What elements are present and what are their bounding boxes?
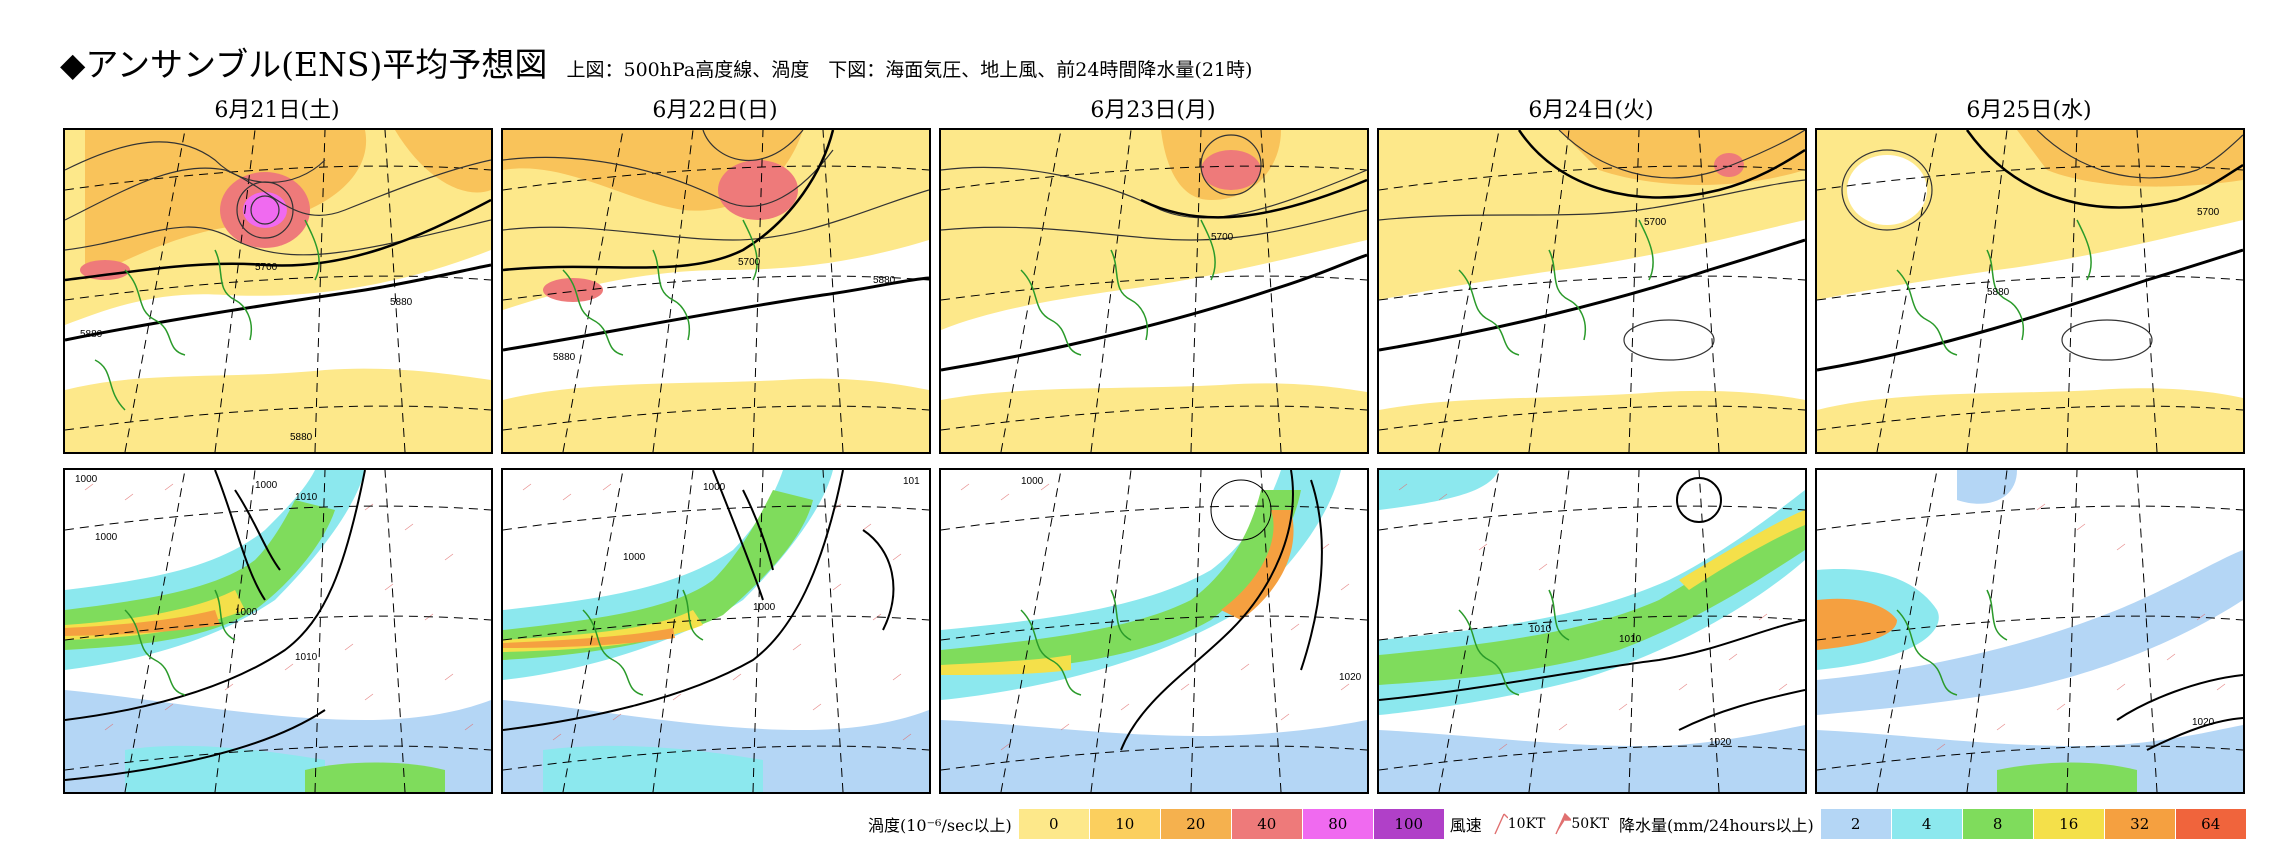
lower-2-label-b: 1020 bbox=[1339, 672, 1362, 683]
legend-precip-64: 64 bbox=[2174, 809, 2246, 839]
legend-wind-label: 風速 bbox=[1449, 816, 1482, 835]
date-label-1: 6月22日(日) bbox=[652, 98, 778, 123]
legend-vorticity-10: 10 bbox=[1088, 809, 1160, 839]
lower-map-2: 1000 1020 bbox=[939, 468, 1369, 794]
legend-vorticity-40: 40 bbox=[1230, 809, 1302, 839]
date-label-2: 6月23日(月) bbox=[1090, 98, 1216, 123]
legend-wind-50kt: 50KT bbox=[1553, 812, 1609, 836]
lower-3-label-a: 1010 bbox=[1529, 624, 1552, 635]
upper-4-label-b: 5880 bbox=[1987, 287, 2010, 298]
lower-map-3: 1010 1010 1020 bbox=[1377, 468, 1807, 794]
legend: 渦度(10⁻⁶/sec以上) 0 10 20 40 80 100 風速 10KT… bbox=[868, 807, 2246, 841]
legend-precip-8: 8 bbox=[1961, 809, 2033, 839]
lower-1-label-b: 1000 bbox=[703, 482, 726, 493]
legend-wind-10kt: 10KT bbox=[1492, 812, 1546, 836]
legend-vorticity-20: 20 bbox=[1159, 809, 1231, 839]
lower-2-label-a: 1000 bbox=[1021, 476, 1044, 487]
lower-4-label-a: 1020 bbox=[2192, 717, 2215, 728]
upper-3-label-a: 5700 bbox=[1644, 217, 1667, 228]
legend-vorticity-100: 100 bbox=[1372, 809, 1444, 839]
lower-0-label-c: 1000 bbox=[95, 532, 118, 543]
upper-map-2: 5700 bbox=[939, 128, 1369, 454]
upper-0-label-c: 5880 bbox=[80, 329, 103, 340]
upper-1-label-b: 5880 bbox=[873, 275, 896, 286]
lower-0-label-f: 1010 bbox=[295, 652, 318, 663]
upper-2-label-a: 5700 bbox=[1211, 232, 1234, 243]
title-main: ◆アンサンブル(ENS)平均予想図 bbox=[60, 45, 548, 84]
wind-barb-50-icon bbox=[1555, 812, 1572, 835]
legend-wind-50kt-label: 50KT bbox=[1571, 816, 1610, 832]
lower-map-0: 1000 1000 1000 1010 1000 1010 bbox=[63, 468, 493, 794]
lower-map-4: 1020 bbox=[1815, 468, 2245, 794]
legend-precip-label: 降水量(mm/24hours以上) bbox=[1619, 816, 1814, 835]
lower-0-label-d: 1010 bbox=[295, 492, 318, 503]
legend-precip-32: 32 bbox=[2103, 809, 2175, 839]
legend-precip-16: 16 bbox=[2032, 809, 2104, 839]
lower-1-label-a: 1000 bbox=[623, 552, 646, 563]
date-label-0: 6月21日(土) bbox=[214, 98, 340, 123]
upper-0-label-a: 5700 bbox=[255, 262, 278, 273]
upper-4-label-a: 5700 bbox=[2197, 207, 2220, 218]
title-subtitle: 上図：500hPa高度線、渦度 下図：海面気圧、地上風、前24時間降水量(21時… bbox=[566, 59, 1253, 81]
upper-1-label-a: 5700 bbox=[738, 257, 761, 268]
upper-0-label-d: 5880 bbox=[290, 432, 313, 443]
lower-3-label-b: 1010 bbox=[1619, 634, 1642, 645]
upper-1-label-c: 5880 bbox=[553, 352, 576, 363]
lower-3-label-c: 1020 bbox=[1709, 737, 1732, 748]
upper-map-0: 5700 5880 5880 5880 bbox=[63, 128, 493, 454]
wind-barb-10-icon bbox=[1494, 813, 1508, 835]
upper-map-3: 5700 bbox=[1377, 128, 1807, 454]
lower-1-label-d: 101 bbox=[903, 476, 920, 487]
upper-0-label-b: 5880 bbox=[390, 297, 413, 308]
date-label-4: 6月25日(水) bbox=[1966, 98, 2092, 123]
lower-0-label-a: 1000 bbox=[75, 474, 98, 485]
lower-map-1: 1000 1000 1000 101 bbox=[501, 468, 931, 794]
legend-wind-10kt-label: 10KT bbox=[1507, 816, 1546, 832]
date-label-3: 6月24日(火) bbox=[1528, 98, 1654, 123]
legend-vorticity-label: 渦度(10⁻⁶/sec以上) bbox=[868, 816, 1012, 835]
legend-precip-4: 4 bbox=[1890, 809, 1962, 839]
legend-precip-2: 2 bbox=[1819, 809, 1891, 839]
lower-1-label-c: 1000 bbox=[753, 602, 776, 613]
upper-map-4: 5700 5880 bbox=[1815, 128, 2245, 454]
lower-0-label-b: 1000 bbox=[255, 480, 278, 491]
upper-map-1: 5700 5880 5880 bbox=[501, 128, 931, 454]
lower-0-label-e: 1000 bbox=[235, 607, 258, 618]
figure-title: ◆アンサンブル(ENS)平均予想図 上図：500hPa高度線、渦度 下図：海面気… bbox=[60, 38, 1252, 86]
legend-vorticity-0: 0 bbox=[1017, 809, 1089, 839]
legend-vorticity-80: 80 bbox=[1301, 809, 1373, 839]
